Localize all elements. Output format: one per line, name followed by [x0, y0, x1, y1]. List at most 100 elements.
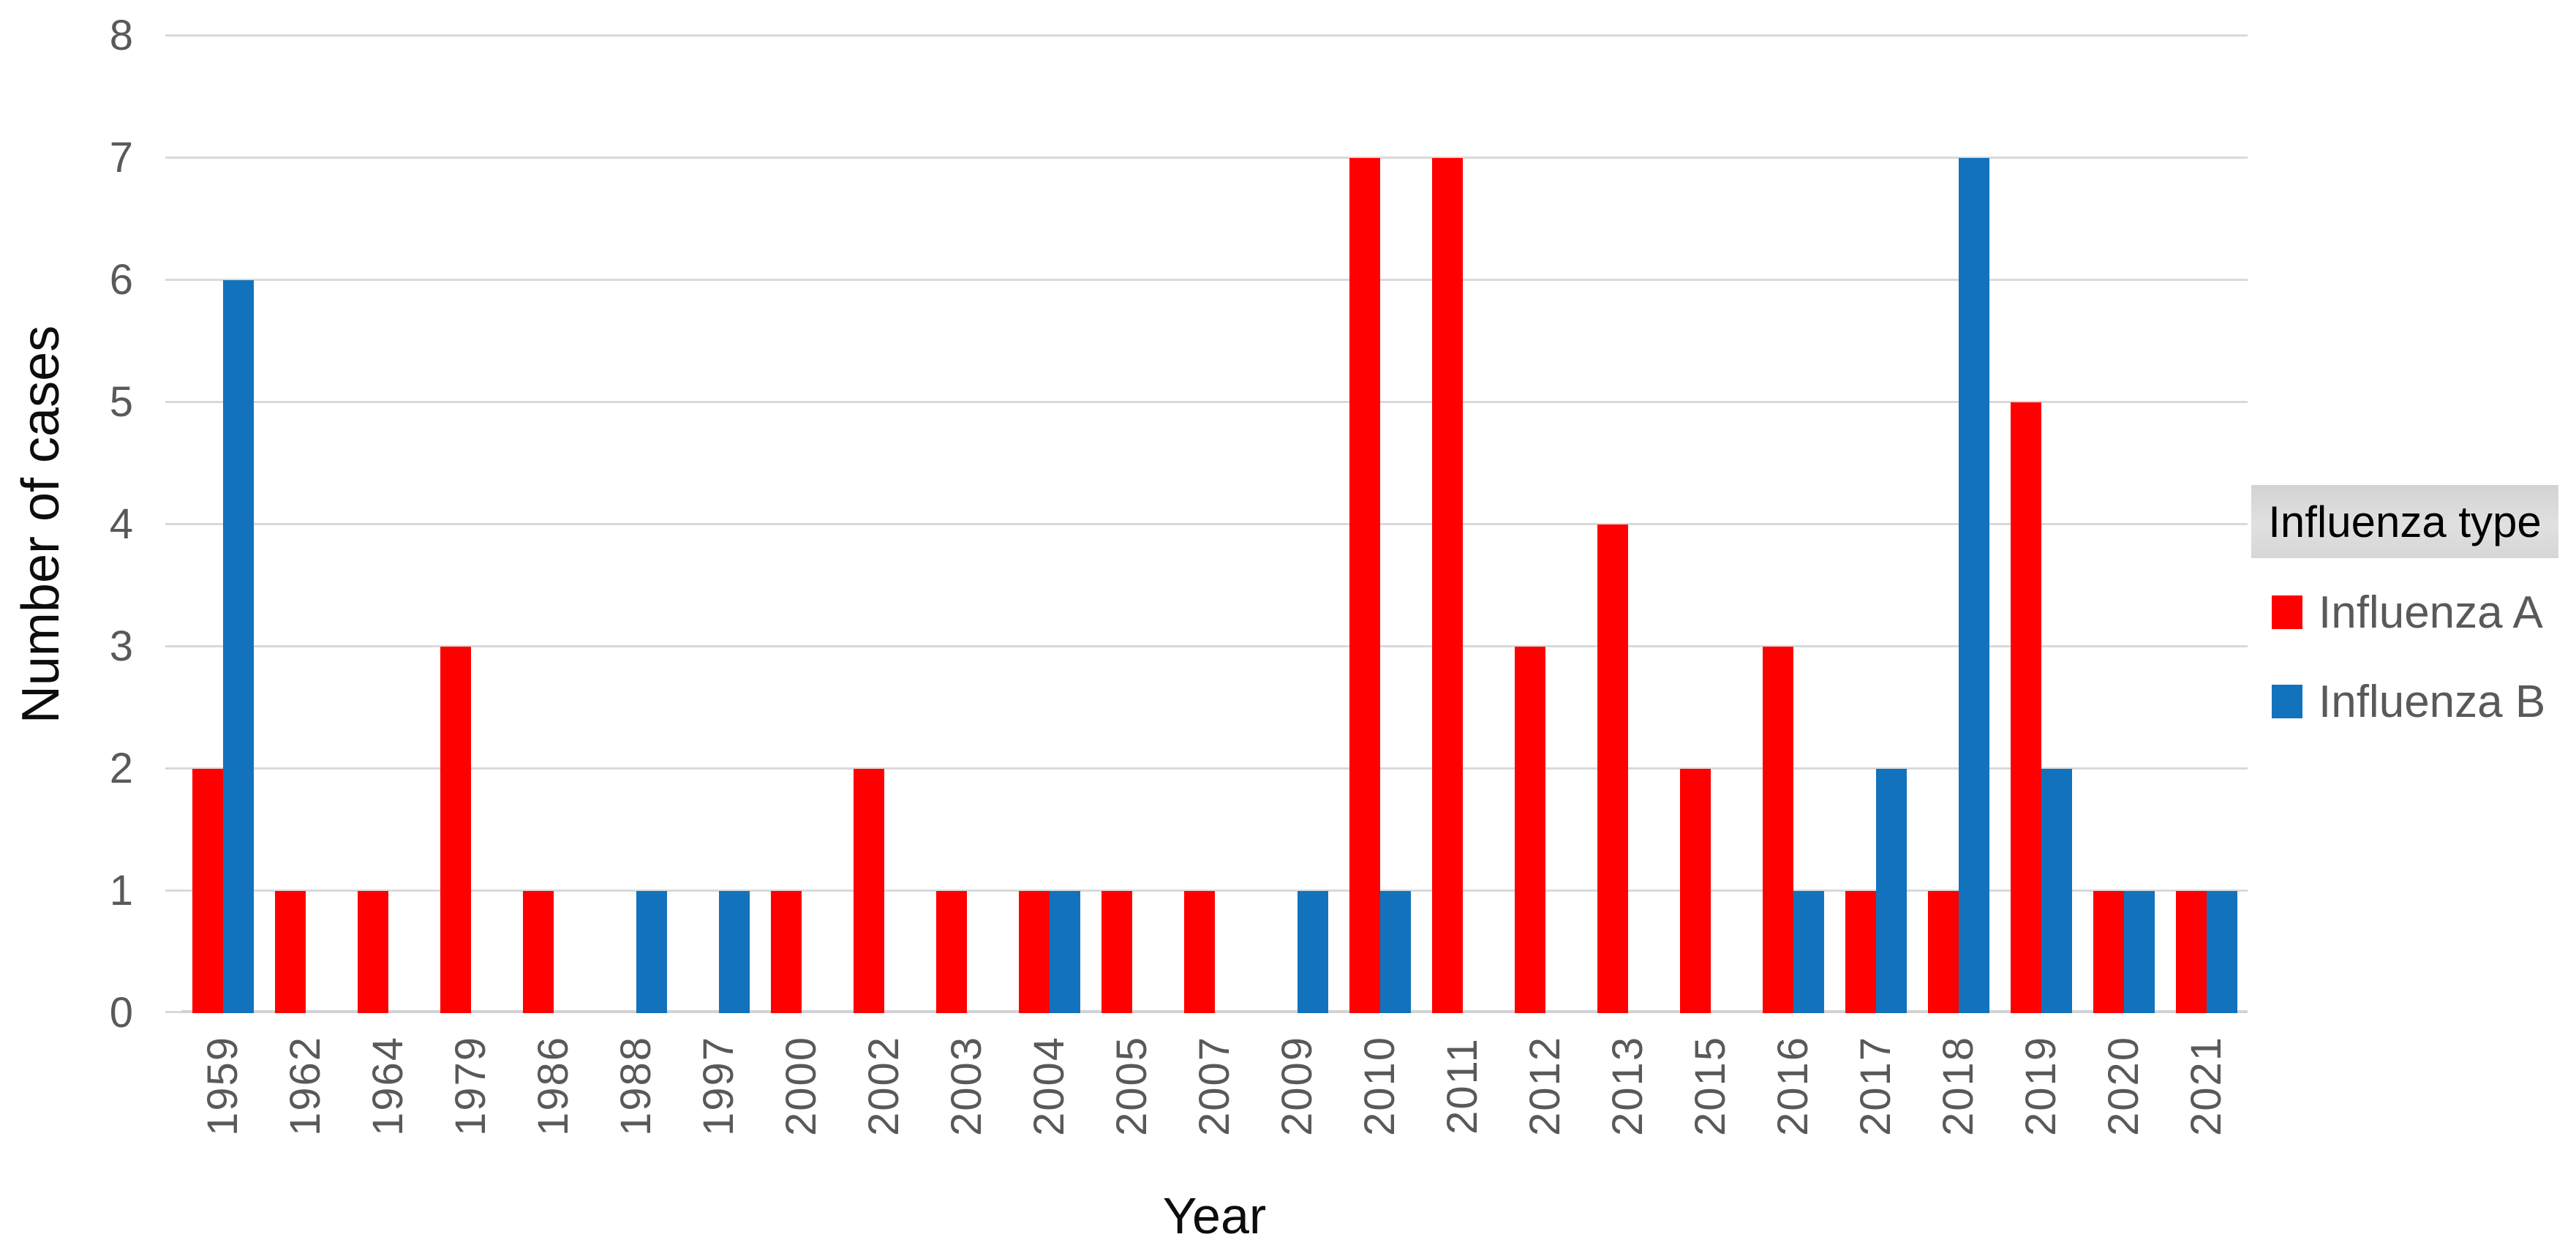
x-axis-title: Year — [1162, 1187, 1267, 1244]
bar-influenza-a-2005 — [1101, 891, 1132, 1013]
x-tick-label-1997: 1997 — [677, 1023, 760, 1148]
x-tick-label-text: 2021 — [2183, 1035, 2230, 1136]
bar-influenza-a-2021 — [2175, 891, 2207, 1013]
x-tick-label-2005: 2005 — [1091, 1023, 1173, 1148]
y-tick-label-2: 2 — [109, 745, 133, 792]
y-tick-label-8: 8 — [109, 12, 133, 59]
x-tick-label-text: 2018 — [1935, 1035, 1982, 1136]
x-tick-label-2019: 2019 — [2000, 1023, 2082, 1148]
category-slot-2004 — [1008, 36, 1091, 1013]
x-tick-label-2004: 2004 — [1008, 1023, 1091, 1148]
category-slot-2017 — [1834, 36, 1917, 1013]
category-slot-1959 — [181, 36, 264, 1013]
legend-items: Influenza A Influenza B — [2251, 586, 2576, 728]
y-tick-label-0: 0 — [109, 989, 133, 1037]
category-slot-2019 — [2000, 36, 2082, 1013]
x-tick-label-2015: 2015 — [1669, 1023, 1752, 1148]
x-tick-label-2011: 2011 — [1421, 1023, 1504, 1148]
x-tick-label-text: 2003 — [943, 1035, 990, 1136]
x-tick-label-2018: 2018 — [1917, 1023, 2000, 1148]
gridline-y5 — [181, 401, 2248, 403]
x-tick-label-text: 1979 — [447, 1035, 494, 1136]
x-tick-label-text: 2017 — [1852, 1035, 1899, 1136]
x-tick-label-text: 1959 — [199, 1035, 246, 1136]
x-tick-label-text: 1964 — [364, 1035, 412, 1136]
bar-influenza-a-2002 — [853, 769, 884, 1013]
y-tick-label-7: 7 — [109, 134, 133, 181]
gridline-y2 — [181, 767, 2248, 770]
bar-influenza-b-1997 — [718, 891, 750, 1013]
bar-influenza-b-2010 — [1379, 891, 1411, 1013]
gridline-y4 — [181, 523, 2248, 525]
category-slot-1988 — [595, 36, 677, 1013]
bar-influenza-a-2012 — [1514, 647, 1545, 1013]
x-tick-label-1988: 1988 — [595, 1023, 677, 1148]
y-axis-tick — [165, 157, 181, 159]
x-tick-label-1962: 1962 — [264, 1023, 347, 1148]
y-tick-label-5: 5 — [109, 378, 133, 426]
legend: Influenza type Influenza A Influenza B — [2251, 485, 2576, 728]
bar-influenza-a-2003 — [935, 891, 967, 1013]
x-tick-label-text: 2016 — [1769, 1035, 1817, 1136]
category-slot-1962 — [264, 36, 347, 1013]
x-tick-label-2013: 2013 — [1586, 1023, 1669, 1148]
x-tick-label-text: 2011 — [1439, 1037, 1487, 1135]
category-slot-2021 — [2165, 36, 2248, 1013]
x-tick-label-text: 1997 — [695, 1035, 742, 1136]
legend-item-influenza-a: Influenza A — [2272, 586, 2576, 639]
category-slot-1997 — [677, 36, 760, 1013]
x-tick-label-text: 2007 — [1191, 1035, 1238, 1136]
bar-influenza-a-1986 — [522, 891, 554, 1013]
x-tick-label-text: 2015 — [1687, 1035, 1734, 1136]
bar-influenza-a-2020 — [2093, 891, 2124, 1013]
category-slot-2007 — [1173, 36, 1256, 1013]
bar-influenza-b-2009 — [1297, 891, 1328, 1013]
x-tick-label-text: 2020 — [2100, 1035, 2147, 1136]
bar-influenza-b-2019 — [2041, 769, 2072, 1013]
influenza-a-swatch-icon — [2272, 595, 2302, 629]
bar-influenza-a-2019 — [2010, 402, 2041, 1013]
gridline-y1 — [181, 890, 2248, 892]
bars-layer — [181, 36, 2248, 1013]
y-axis-tick — [165, 1011, 181, 1013]
influenza-b-swatch-icon — [2272, 685, 2302, 718]
y-axis-tick — [165, 767, 181, 770]
category-slot-2011 — [1421, 36, 1504, 1013]
x-tick-label-2021: 2021 — [2165, 1023, 2248, 1148]
bar-influenza-b-1959 — [222, 280, 254, 1013]
legend-label-influenza-a: Influenza A — [2319, 587, 2543, 638]
category-slot-2018 — [1917, 36, 2000, 1013]
category-slot-2000 — [760, 36, 843, 1013]
category-slot-2010 — [1338, 36, 1421, 1013]
category-slot-2020 — [2082, 36, 2165, 1013]
legend-label-influenza-b: Influenza B — [2319, 676, 2546, 727]
x-tick-label-2020: 2020 — [2082, 1023, 2165, 1148]
bar-influenza-a-1964 — [357, 891, 388, 1013]
category-slot-1964 — [347, 36, 429, 1013]
x-tick-label-text: 2013 — [1604, 1035, 1652, 1136]
gridline-y6 — [181, 279, 2248, 281]
x-tick-label-text: 1988 — [612, 1035, 660, 1136]
category-slot-1979 — [429, 36, 512, 1013]
bar-influenza-b-2021 — [2206, 891, 2237, 1013]
bar-influenza-a-1979 — [440, 647, 471, 1013]
x-axis-line — [181, 1010, 2248, 1013]
bar-influenza-a-1959 — [192, 769, 223, 1013]
x-tick-label-text: 2019 — [2017, 1035, 2065, 1136]
y-axis-tick — [165, 645, 181, 647]
gridline-y8 — [181, 34, 2248, 37]
y-axis-tick — [165, 34, 181, 37]
category-slot-2002 — [843, 36, 925, 1013]
x-tick-label-text: 2002 — [860, 1035, 908, 1136]
bar-influenza-b-2016 — [1793, 891, 1824, 1013]
category-slot-2005 — [1091, 36, 1173, 1013]
y-axis-tick — [165, 523, 181, 525]
bar-influenza-b-2020 — [2123, 891, 2155, 1013]
x-tick-label-2009: 2009 — [1256, 1023, 1338, 1148]
category-slot-2015 — [1669, 36, 1752, 1013]
x-tick-label-text: 2010 — [1356, 1035, 1404, 1136]
bar-influenza-a-2018 — [1927, 891, 1959, 1013]
category-slot-2016 — [1752, 36, 1834, 1013]
x-tick-label-2016: 2016 — [1752, 1023, 1834, 1148]
